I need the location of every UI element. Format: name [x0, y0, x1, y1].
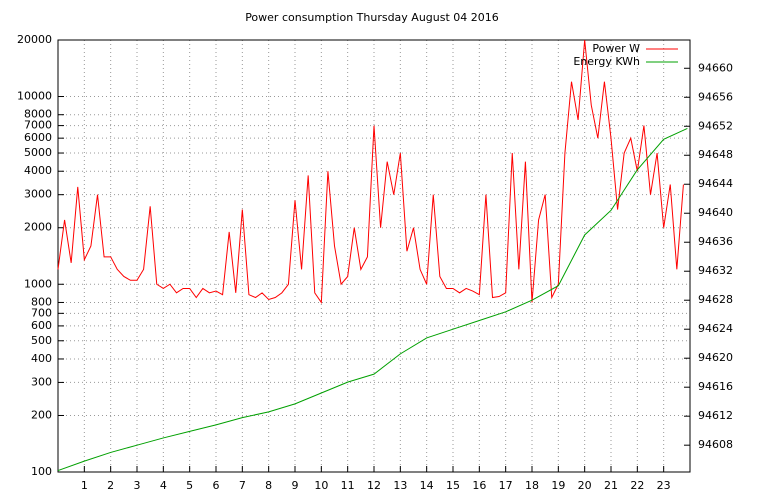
- y-tick-label: 500: [31, 334, 52, 347]
- y-tick-label: 10000: [17, 90, 52, 103]
- y-tick-label: 7000: [24, 119, 52, 132]
- plot-frame: [57, 39, 691, 473]
- y2-tick-label: 94616: [698, 380, 733, 393]
- y2-tick-label: 94656: [698, 90, 733, 103]
- y-tick-label: 800: [31, 295, 52, 308]
- y-tick-label: 5000: [24, 146, 52, 159]
- x-tick-label: 18: [525, 479, 539, 492]
- x-tick-label: 19: [551, 479, 565, 492]
- y-tick-label: 200: [31, 408, 52, 421]
- chart-title: Power consumption Thursday August 04 201…: [245, 11, 499, 24]
- legend-label: Energy KWh: [573, 55, 640, 68]
- x-tick-label: 8: [265, 479, 272, 492]
- y-tick-label: 400: [31, 352, 52, 365]
- y-tick-label: 600: [31, 319, 52, 332]
- y2-tick-label: 94648: [698, 148, 733, 161]
- legend-label: Power W: [592, 42, 640, 55]
- y2-tick-label: 94620: [698, 351, 733, 364]
- y2-tick-label: 94628: [698, 293, 733, 306]
- y2-tick-label: 94640: [698, 206, 733, 219]
- x-tick-label: 12: [367, 479, 381, 492]
- data-line: [57, 127, 688, 472]
- y-tick-label: 300: [31, 375, 52, 388]
- x-tick-label: 20: [578, 479, 592, 492]
- y-tick-label: 6000: [24, 131, 52, 144]
- data-line: [57, 39, 684, 304]
- x-tick-label: 1: [81, 479, 88, 492]
- x-tick-label: 21: [604, 479, 618, 492]
- y2-tick-label: 94660: [698, 61, 733, 74]
- y2-tick-label: 94624: [698, 322, 733, 335]
- x-tick-label: 13: [393, 479, 407, 492]
- y2-tick-label: 94644: [698, 177, 733, 190]
- y-tick-label: 1000: [24, 277, 52, 290]
- y-tick-label: 20000: [17, 33, 52, 46]
- x-tick-label: 7: [239, 479, 246, 492]
- y2-tick-label: 94636: [698, 235, 733, 248]
- x-tick-label: 11: [341, 479, 355, 492]
- x-tick-label: 9: [292, 479, 299, 492]
- x-tick-label: 2: [107, 479, 114, 492]
- x-tick-label: 16: [472, 479, 486, 492]
- x-tick-label: 23: [657, 479, 671, 492]
- y-tick-label: 700: [31, 306, 52, 319]
- y-tick-label: 100: [31, 465, 52, 478]
- y-tick-label: 3000: [24, 188, 52, 201]
- x-tick-label: 17: [499, 479, 513, 492]
- x-tick-label: 10: [314, 479, 328, 492]
- x-tick-label: 3: [134, 479, 141, 492]
- x-tick-label: 5: [186, 479, 193, 492]
- y-tick-label: 2000: [24, 221, 52, 234]
- x-tick-label: 22: [630, 479, 644, 492]
- y2-tick-label: 94632: [698, 264, 733, 277]
- x-tick-label: 14: [420, 479, 434, 492]
- y-tick-label: 4000: [24, 164, 52, 177]
- x-tick-label: 15: [446, 479, 460, 492]
- y-tick-label: 8000: [24, 108, 52, 121]
- x-tick-label: 6: [213, 479, 220, 492]
- y2-tick-label: 94652: [698, 119, 733, 132]
- x-tick-label: 4: [160, 479, 167, 492]
- y2-tick-label: 94612: [698, 409, 733, 422]
- y2-tick-label: 94608: [698, 438, 733, 451]
